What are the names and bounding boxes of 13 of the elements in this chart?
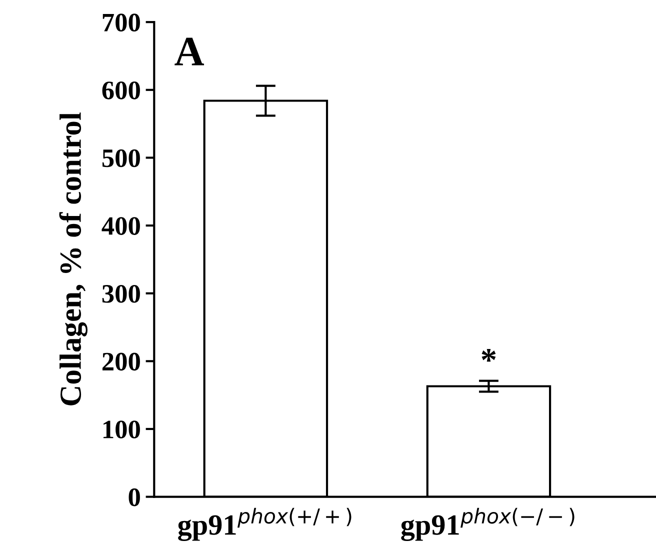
y-tick-label: 300 xyxy=(102,284,140,303)
y-tick-label: 600 xyxy=(102,82,140,100)
y-tick-label: 700 xyxy=(102,14,140,32)
y-axis-title: Collagen, % of control xyxy=(59,112,88,406)
y-tick-label: 400 xyxy=(102,217,140,235)
y-tick-label: 500 xyxy=(102,149,140,168)
annotation: * xyxy=(482,349,496,362)
annotation: A xyxy=(174,38,204,66)
x-tick-label: gp91$^{phox(+/+)}$ xyxy=(178,508,352,542)
y-tick-label: 100 xyxy=(103,420,140,438)
y-tick-label: 200 xyxy=(102,352,140,371)
y-tick-label: 0 xyxy=(128,488,140,506)
x-tick-label: gp91$^{phox(−/−)}$ xyxy=(401,508,574,542)
